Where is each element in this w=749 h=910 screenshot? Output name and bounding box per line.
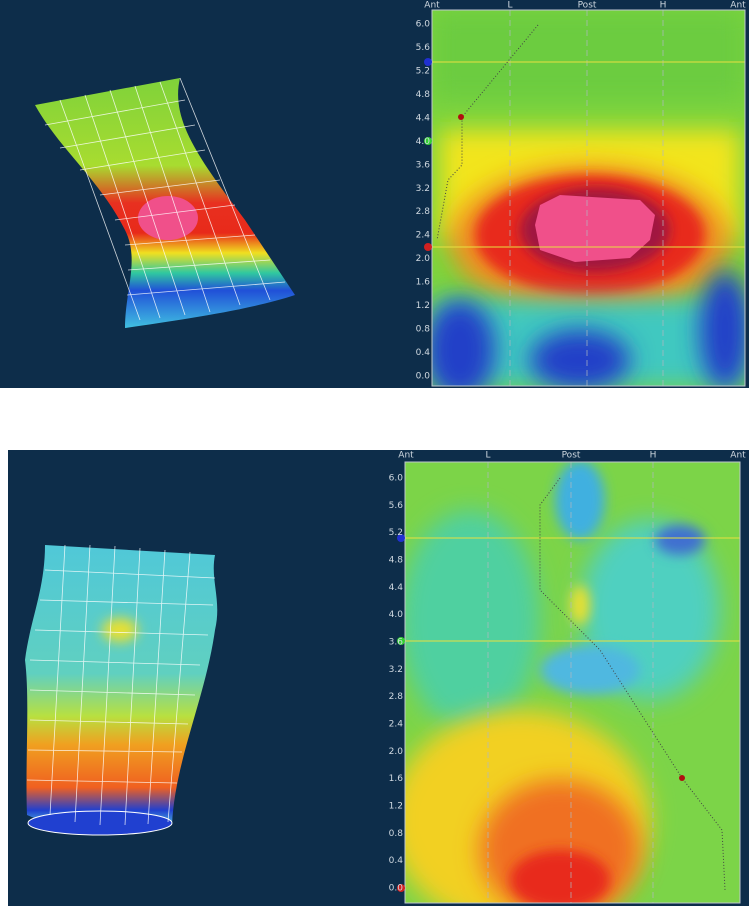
guides — [404, 461, 741, 904]
tick-label: 4.8 — [389, 556, 404, 566]
axis-label: Ant — [398, 451, 414, 461]
guides — [431, 9, 746, 387]
tick-label: 2.0 — [416, 254, 431, 264]
axis-label: L — [507, 1, 512, 11]
tick-label: 4.0 — [389, 610, 404, 620]
axis-label: Post — [578, 1, 597, 11]
marker — [424, 58, 432, 66]
axis-label: L — [485, 451, 490, 461]
tick-label: 1.2 — [416, 301, 430, 311]
tick-label: 6.0 — [389, 474, 404, 484]
tick-label: 2.8 — [416, 207, 431, 217]
marker — [397, 884, 405, 892]
tick-label: 1.2 — [389, 802, 403, 812]
tick-label: 4.4 — [389, 583, 404, 593]
tick-label: 0.0 — [416, 372, 431, 382]
tick-label: 0.4 — [389, 856, 404, 866]
heatmap — [405, 462, 740, 903]
3d-model — [35, 77, 295, 328]
marker — [424, 137, 432, 145]
tick-label: 2.8 — [389, 692, 404, 702]
axis-label: Ant — [730, 1, 746, 11]
tick-label: 0.8 — [389, 829, 404, 839]
tick-label: 1.6 — [389, 774, 404, 784]
tick-label: 2.4 — [416, 231, 431, 241]
tick-label: 3.6 — [389, 638, 404, 648]
tick-label: 4.4 — [416, 113, 431, 123]
tick-label: 0.4 — [416, 348, 431, 358]
axis-label: H — [660, 1, 667, 11]
tick-label: 3.2 — [416, 184, 430, 194]
tick-label: 2.4 — [389, 720, 404, 730]
tick-label: 1.6 — [416, 278, 431, 288]
tick-label: 3.6 — [416, 160, 431, 170]
axis-label: Ant — [424, 1, 440, 11]
marker — [679, 775, 685, 781]
tick-label: 6.0 — [416, 20, 431, 30]
marker — [458, 114, 464, 120]
tick-label: 0.0 — [389, 884, 404, 894]
tick-label: 5.2 — [389, 528, 403, 538]
tick-label: 5.2 — [416, 66, 430, 76]
tick-label: 4.0 — [416, 137, 431, 147]
axis-label: Ant — [730, 451, 746, 461]
tick-label: 4.8 — [416, 90, 431, 100]
marker — [424, 243, 432, 251]
heatmap — [432, 10, 745, 386]
axis-label: Post — [562, 451, 581, 461]
tick-label: 5.6 — [389, 501, 404, 511]
tick-label: 0.8 — [416, 325, 431, 335]
tick-label: 5.6 — [416, 43, 431, 53]
axis-label: H — [650, 451, 657, 461]
tick-label: 2.0 — [389, 747, 404, 757]
3d-model — [25, 544, 218, 836]
marker — [397, 534, 405, 542]
marker — [397, 637, 405, 645]
tick-label: 3.2 — [389, 665, 403, 675]
